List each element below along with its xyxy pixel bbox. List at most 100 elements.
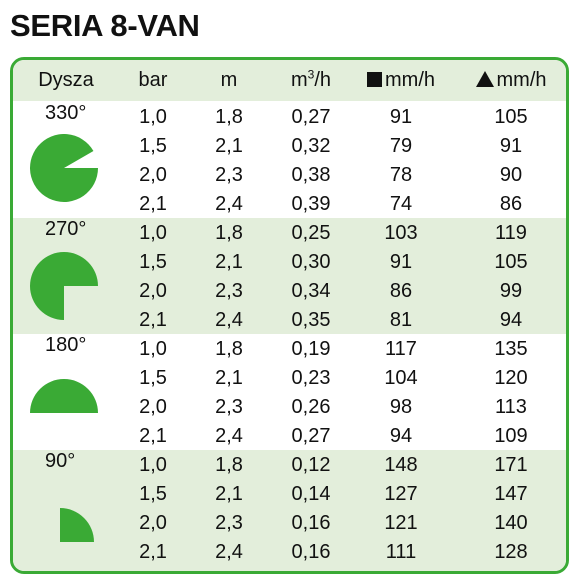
triangle-rate-cell: 86 [499, 193, 523, 215]
square-rate-cell: 103 [384, 222, 418, 244]
square-rate-cell: 111 [385, 541, 417, 563]
radius-cell: 2,4 [215, 193, 243, 215]
triangle-rate-cell: 147 [494, 483, 528, 505]
header-flow-base: m [290, 69, 308, 91]
pressure-cell: 1,5 [139, 367, 167, 389]
triangle-rate-cell: 140 [494, 512, 528, 534]
radius-cell: 2,3 [215, 512, 243, 534]
table-header: Dysza bar m m3/h mm/h mm/h [13, 60, 566, 101]
square-rate-cell: 104 [384, 367, 418, 389]
radius-cell: 2,1 [215, 483, 243, 505]
square-rate-cell: 127 [384, 483, 418, 505]
sector-330-icon [30, 134, 98, 202]
radius-cell: 1,8 [215, 454, 243, 476]
header-pressure: bar [138, 69, 168, 91]
pressure-cell: 1,0 [139, 106, 167, 128]
triangle-rate-cell: 105 [494, 251, 528, 273]
radius-cell: 2,4 [215, 309, 243, 331]
flow-cell: 0,16 [291, 541, 331, 563]
radius-cell: 2,4 [215, 425, 243, 447]
flow-cell: 0,26 [291, 396, 331, 418]
triangle-rate-cell: 120 [494, 367, 528, 389]
square-rate-cell: 78 [389, 164, 413, 186]
group-180: 180° [13, 334, 566, 450]
pressure-cell: 2,0 [139, 280, 167, 302]
radius-cell: 1,8 [215, 106, 243, 128]
pressure-cell: 1,0 [139, 454, 167, 476]
sector-180-icon [30, 379, 98, 413]
pressure-cell: 1,5 [139, 135, 167, 157]
square-rate-cell: 91 [389, 106, 413, 128]
pressure-cell: 2,1 [139, 193, 167, 215]
pressure-cell: 1,5 [139, 483, 167, 505]
flow-cell: 0,25 [291, 222, 331, 244]
triangle-rate-cell: 90 [499, 164, 523, 186]
triangle-rate-cell: 128 [494, 541, 528, 563]
angle-label: 330° [45, 102, 87, 124]
group-330: 330° [13, 102, 566, 218]
flow-cell: 0,16 [291, 512, 331, 534]
flow-cell: 0,39 [291, 193, 331, 215]
radius-cell: 1,8 [215, 222, 243, 244]
header-triangle-rate: mm/h [461, 65, 561, 95]
square-rate-cell: 94 [389, 425, 413, 447]
triangle-rate-cell: 91 [499, 135, 523, 157]
flow-cell: 0,14 [291, 483, 331, 505]
flow-cell: 0,35 [291, 309, 331, 331]
square-rate-cell: 79 [389, 135, 413, 157]
triangle-rate-cell: 113 [495, 396, 527, 418]
triangle-rate-cell: 135 [494, 338, 528, 360]
sector-90-icon [60, 508, 94, 542]
angle-label: 270° [45, 218, 87, 240]
square-rate-cell: 74 [389, 193, 413, 215]
triangle-rate-cell: 105 [494, 106, 528, 128]
square-rate-cell: 98 [389, 396, 413, 418]
header-square-rate-label: mm/h [385, 69, 435, 91]
pressure-cell: 2,0 [139, 164, 167, 186]
pressure-cell: 1,5 [139, 251, 167, 273]
header-flow-unit: /h [314, 69, 332, 91]
radius-cell: 2,3 [215, 164, 243, 186]
header-flow: m3/h [271, 65, 351, 95]
flow-cell: 0,12 [291, 454, 331, 476]
flow-cell: 0,27 [291, 425, 331, 447]
flow-cell: 0,34 [291, 280, 331, 302]
square-rate-cell: 91 [389, 251, 413, 273]
flow-cell: 0,19 [291, 338, 331, 360]
spec-table: Dysza bar m m3/h mm/h mm/h 330° 270° 180… [10, 57, 569, 574]
pressure-cell: 2,1 [139, 541, 167, 563]
header-nozzle: Dysza [38, 69, 94, 91]
square-rate-cell: 81 [389, 309, 413, 331]
square-rate-cell: 86 [389, 280, 413, 302]
square-rate-cell: 121 [384, 512, 418, 534]
header-triangle-rate-label: mm/h [496, 69, 547, 91]
flow-cell: 0,30 [291, 251, 331, 273]
radius-cell: 2,1 [215, 135, 243, 157]
pressure-cell: 2,0 [139, 512, 167, 534]
flow-cell: 0,38 [291, 164, 331, 186]
pressure-cell: 1,0 [139, 222, 167, 244]
pressure-cell: 2,0 [139, 396, 167, 418]
group-90: 90° [13, 450, 566, 571]
flow-cell: 0,32 [291, 135, 331, 157]
square-rate-cell: 148 [384, 454, 418, 476]
header-flow-sup: 3 [307, 67, 315, 82]
triangle-rate-cell: 99 [499, 280, 523, 302]
flow-cell: 0,27 [291, 106, 331, 128]
header-square-rate: mm/h [351, 65, 451, 95]
header-radius: m [220, 69, 238, 91]
radius-cell: 2,3 [215, 396, 243, 418]
triangle-rate-cell: 171 [494, 454, 528, 476]
triangle-rate-cell: 109 [494, 425, 528, 447]
triangle-rate-cell: 94 [499, 309, 523, 331]
pressure-cell: 2,1 [139, 425, 167, 447]
radius-cell: 2,3 [215, 280, 243, 302]
triangle-icon [475, 71, 494, 87]
angle-label: 180° [45, 334, 87, 356]
group-270: 270° [13, 218, 566, 334]
flow-cell: 0,23 [291, 367, 331, 389]
pressure-cell: 1,0 [139, 338, 167, 360]
radius-cell: 1,8 [215, 338, 243, 360]
page-title: SERIA 8-VAN [10, 8, 200, 43]
radius-cell: 2,1 [215, 367, 243, 389]
